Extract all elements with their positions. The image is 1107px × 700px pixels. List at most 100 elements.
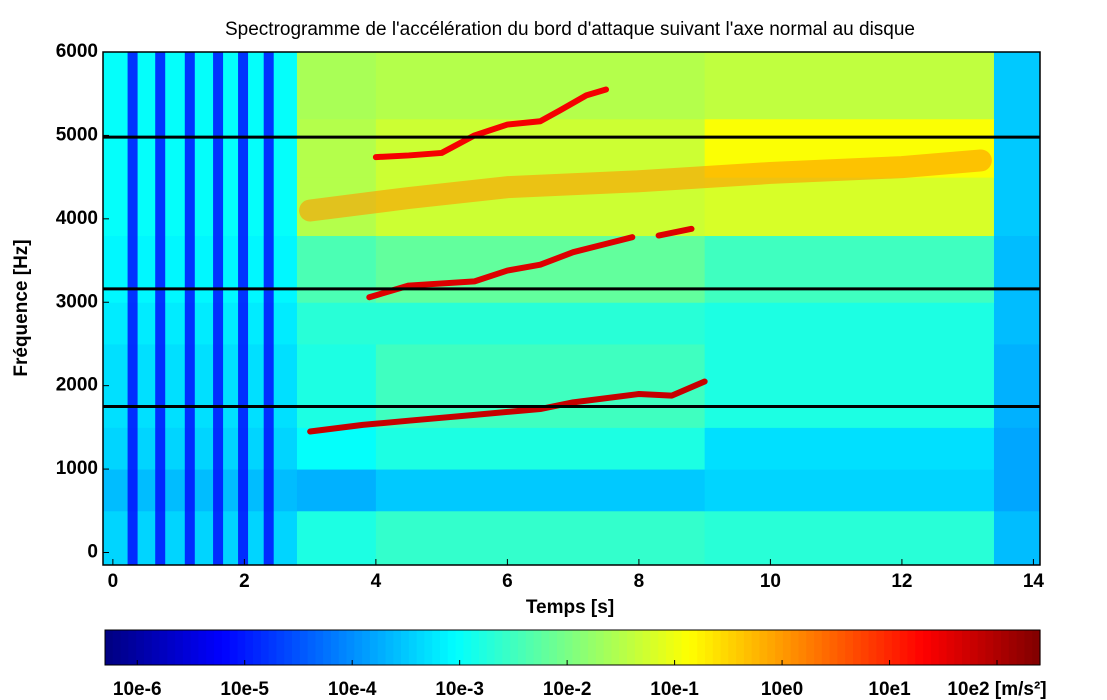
colorbar-swatch — [821, 630, 831, 665]
colorbar-swatch — [580, 630, 589, 665]
cell — [704, 235, 995, 303]
colorbar-swatch — [517, 630, 527, 665]
colorbar-swatch — [954, 630, 963, 665]
colorbar-swatch — [1008, 630, 1018, 665]
colorbar-swatch — [907, 630, 916, 665]
colorbar-swatch — [743, 630, 753, 665]
colorbar-swatch — [229, 630, 239, 665]
colorbar-swatch — [564, 630, 574, 665]
ridge — [307, 378, 708, 435]
colorbar-swatch — [868, 630, 877, 665]
plot-frame — [102, 51, 1041, 566]
colorbar-swatch — [533, 630, 542, 665]
colorbar-swatch — [588, 630, 597, 665]
cell — [704, 177, 995, 237]
colorbar-tick-label: 10e0 — [761, 679, 803, 700]
colorbar-swatch — [775, 630, 784, 665]
x-tick-label: 4 — [371, 571, 382, 592]
colorbar-swatch — [182, 630, 192, 665]
colorbar-swatch — [572, 630, 581, 665]
cell — [993, 118, 1040, 178]
colorbar-swatch — [666, 630, 675, 665]
cell — [993, 177, 1040, 237]
colorbar-swatch — [938, 630, 948, 665]
colorbar-swatch — [977, 630, 987, 665]
colorbar-swatch — [728, 630, 737, 665]
ridge — [366, 225, 695, 301]
colorbar-swatch — [385, 630, 394, 665]
colorbar-swatch — [985, 630, 994, 665]
colorbar-swatch — [190, 630, 200, 665]
colorbar-swatch — [198, 630, 207, 665]
colorbar-swatch — [424, 630, 433, 665]
plot-area — [103, 52, 1040, 565]
colorbar-swatch — [798, 630, 807, 665]
colorbar-swatch — [899, 630, 909, 665]
colorbar-swatch — [642, 630, 652, 665]
colorbar-swatch — [338, 630, 348, 665]
cell — [296, 510, 377, 565]
cell — [375, 343, 706, 428]
colorbar-tick-label: 10e-1 — [650, 679, 699, 700]
axes: 0 2 4 6 8 10 12 14 0 1000 2000 3000 4000 5000 6000 — [56, 41, 1045, 592]
colorbar-swatch — [323, 630, 332, 665]
cell — [296, 343, 377, 428]
chart-title: Spectrogramme de l'accélération du bord … — [225, 19, 915, 40]
y-tick-label: 1000 — [56, 458, 98, 479]
stripe — [184, 52, 195, 565]
colorbar-swatch — [689, 630, 698, 665]
colorbar-swatch — [284, 630, 293, 665]
cell — [375, 302, 706, 345]
colorbar-swatch — [767, 630, 776, 665]
cell — [993, 469, 1040, 512]
colorbar-swatch — [541, 630, 550, 665]
colorbar-tick-label: 10e1 — [868, 679, 911, 700]
x-tick-label: 10 — [760, 571, 781, 592]
colorbar-swatch — [416, 630, 426, 665]
colorbar-swatch — [853, 630, 862, 665]
x-tick-label: 6 — [502, 571, 513, 592]
stripe — [155, 52, 166, 565]
colorbar-swatch — [884, 630, 893, 665]
colorbar-swatch — [120, 630, 129, 665]
colorbar-swatch — [627, 630, 636, 665]
colorbar-tick-label: 10e-2 — [543, 679, 592, 700]
cell — [704, 427, 995, 470]
colorbar-swatch — [369, 630, 379, 665]
colorbar-swatch — [221, 630, 231, 665]
colorbar-swatch — [447, 630, 457, 665]
y-axis-label: Fréquence [Hz] — [11, 239, 32, 376]
cell — [993, 302, 1040, 345]
colorbar-swatch — [486, 630, 496, 665]
colorbar-swatch — [143, 630, 153, 665]
cell — [704, 343, 995, 428]
colorbar-swatch — [307, 630, 316, 665]
cell — [296, 302, 377, 345]
x-tick-label: 12 — [891, 571, 912, 592]
colorbar-swatch — [408, 630, 418, 665]
colorbar-swatch — [790, 630, 800, 665]
colorbar-swatch — [245, 630, 254, 665]
colorbar-swatch — [829, 630, 839, 665]
stripe — [238, 52, 249, 565]
colorbar-swatch — [362, 630, 371, 665]
colorbar-swatch — [1032, 630, 1041, 665]
colorbar-swatch — [946, 630, 955, 665]
colorbar-swatch — [292, 630, 301, 665]
colorbar-swatch — [860, 630, 870, 665]
colorbar-swatch — [673, 630, 683, 665]
colorbar-swatch — [923, 630, 932, 665]
y-tick-label: 6000 — [56, 41, 98, 62]
colorbar-swatch — [377, 630, 387, 665]
colorbar-swatch — [720, 630, 729, 665]
colorbar-swatch — [751, 630, 761, 665]
y-tick-label: 5000 — [56, 124, 98, 145]
cell — [375, 427, 706, 470]
colorbar-swatch — [634, 630, 644, 665]
colorbar-swatch — [603, 630, 613, 665]
colorbar-swatch — [969, 630, 979, 665]
cell — [704, 302, 995, 345]
colorbar-tick-label: 10e-4 — [328, 679, 377, 700]
stripe — [213, 52, 224, 565]
colorbar-swatch — [463, 630, 472, 665]
